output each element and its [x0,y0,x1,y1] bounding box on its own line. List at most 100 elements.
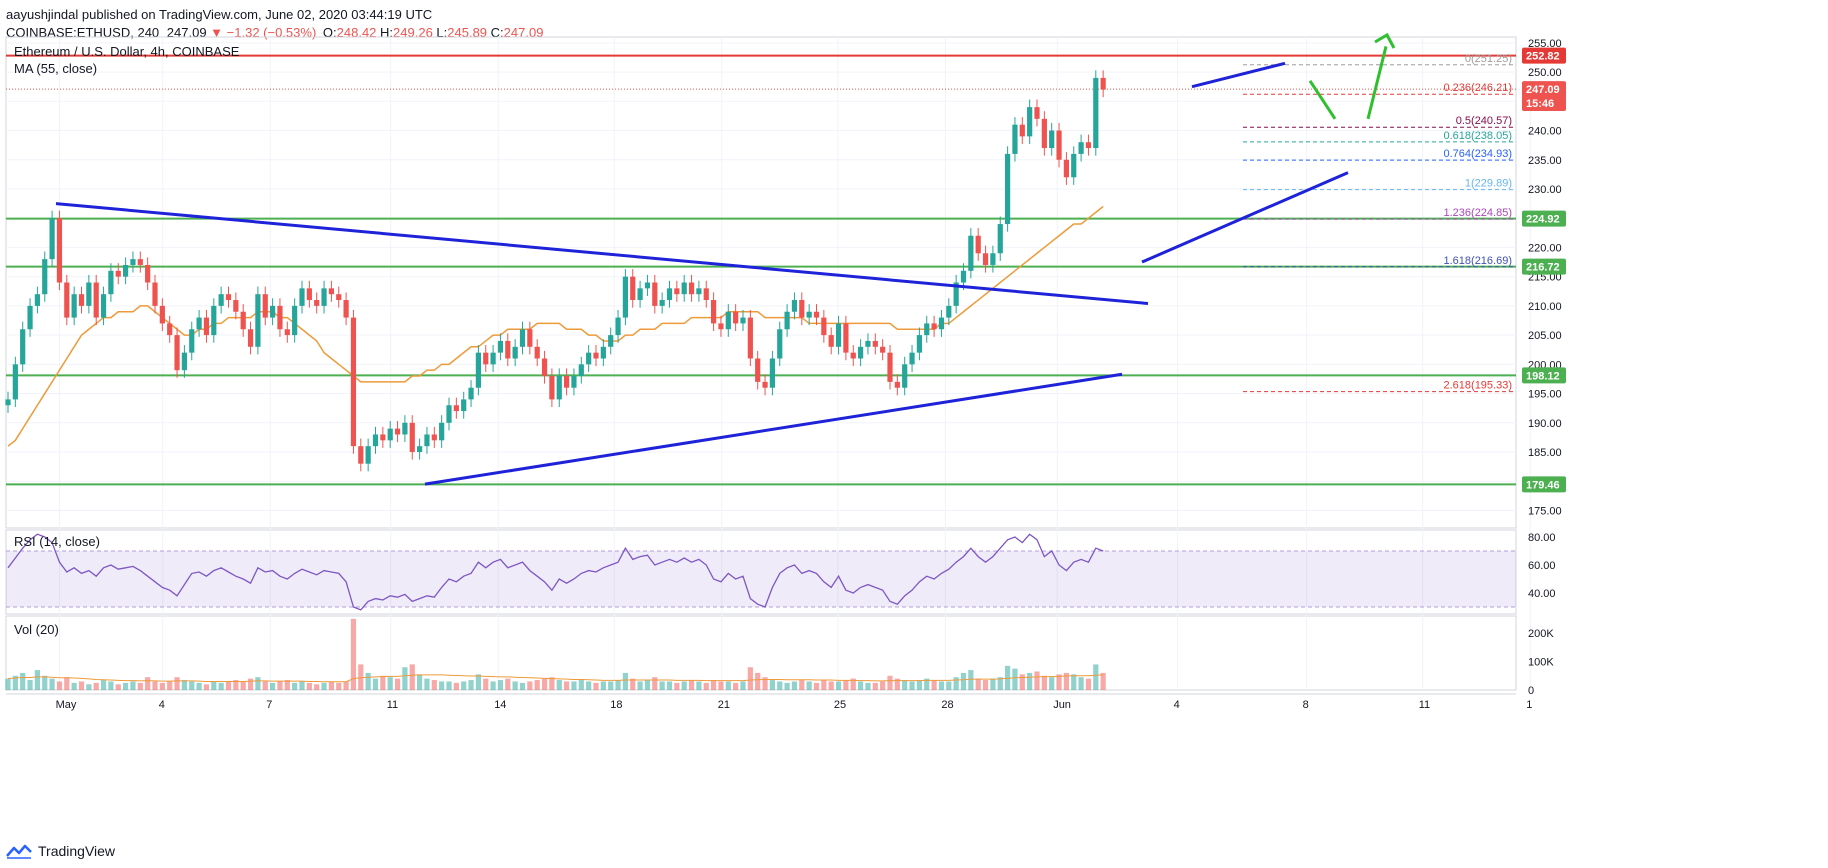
rsi-panel [6,533,1516,611]
trend-lines[interactable] [55,32,1396,486]
trend-line-4 [1191,61,1286,89]
volume-bar [1027,672,1033,690]
volume-bar [394,678,401,690]
candle-body [674,288,680,295]
volume-bar [431,680,437,690]
volume-bar [255,677,261,690]
volume-bar [409,664,415,690]
publish-line: aayushjindal published on TradingView.co… [6,4,543,26]
candle-body [468,387,474,400]
candle-body [233,300,239,312]
candle-body [424,434,430,447]
volume-bar [630,678,636,690]
candle-body [578,364,584,377]
volume-bar [218,682,224,690]
fib-level-label: 0.236(246.21) [1444,82,1513,94]
price-tag-box [1522,258,1566,275]
candle-body [1027,107,1033,137]
volume-bar [968,670,974,690]
volume-tick-label: 200K [1528,628,1554,640]
volume-bar [20,672,26,690]
volume-bar [446,681,452,690]
candle-body [931,323,937,330]
candle-body [990,253,996,265]
volume-bar [828,681,834,690]
volume-bar [806,681,812,690]
candle-body [740,317,746,324]
volume-bar [306,682,312,690]
candle-body [688,282,695,295]
candle-body [791,300,798,312]
volume-bar [78,681,85,690]
candle-body [975,235,981,254]
time-tick-label: 8 [1303,699,1309,711]
candle-body [600,346,606,359]
volume-bar [27,680,33,690]
candle-body [270,305,276,318]
volume-bar [497,680,504,690]
candle-body [299,288,305,306]
time-tick-label: 21 [718,699,730,711]
volume-bar [688,680,695,690]
candle-body [666,288,673,301]
rsi-band [6,551,1516,607]
candle-body [880,346,886,353]
fib-level-label: 0.5(240.57) [1456,115,1512,127]
candle-body [461,399,467,412]
candle-body [703,288,709,301]
candle-body [637,288,643,301]
volume-bar [622,672,628,690]
volume-bar [71,682,77,690]
author-link[interactable]: aayushjindal [6,7,79,22]
volume-bar [880,681,886,690]
candle-body [394,428,401,435]
candle-body [453,405,459,412]
candle-body [145,264,151,283]
candle-body [490,352,496,365]
symbol-label: COINBASE:ETHUSD, 240 [6,25,160,40]
fib-level-label: 1.236(224.85) [1444,207,1513,219]
candle-body [34,294,40,306]
tradingview-logo-icon[interactable] [6,843,32,859]
candle-body [571,376,577,388]
candle-body [284,329,290,336]
price-tick-label: 230.00 [1528,184,1562,196]
time-tick-label: 4 [1174,699,1180,711]
volume-bar [666,681,673,690]
candle-body [314,300,320,306]
volume-bar [549,677,555,690]
candle-body [20,329,26,365]
time-tick-label: 25 [834,699,846,711]
candle-body [1063,159,1069,178]
volume-tick-label: 100K [1528,657,1554,669]
volume-bar [975,678,981,690]
volume-bar [541,678,548,690]
volume-bar [174,677,180,690]
time-tick-label: 11 [1419,699,1430,711]
volume-bar [519,682,526,690]
volume-bar [130,681,136,690]
panel-frame-3 [5,615,1517,691]
candle-body [350,317,357,447]
volume-bar [725,681,731,690]
volume-bar [402,667,408,690]
footer-brand[interactable]: TradingView [38,843,116,859]
price-tag-box [1522,367,1566,384]
volume-bar [115,684,121,690]
candle-body [152,282,158,306]
candle-body [64,282,70,318]
volume-bar [1056,674,1062,690]
volume-bar [843,680,849,690]
candle-body [328,288,334,295]
fibonacci-retracement[interactable]: 0(251.25) 0.236(246.21) 0.5(240.57) 0.618(2… [1243,53,1516,393]
candle-body [681,282,687,295]
volume-bar [799,680,805,690]
candle-body [115,270,121,277]
volume-bar [181,680,187,690]
volume-bar [417,674,423,690]
price-tag-label: 252.82 [1526,51,1560,63]
volume-bar [872,682,878,690]
volume-bar [711,680,717,690]
rsi-tick-label: 60.00 [1528,560,1556,572]
